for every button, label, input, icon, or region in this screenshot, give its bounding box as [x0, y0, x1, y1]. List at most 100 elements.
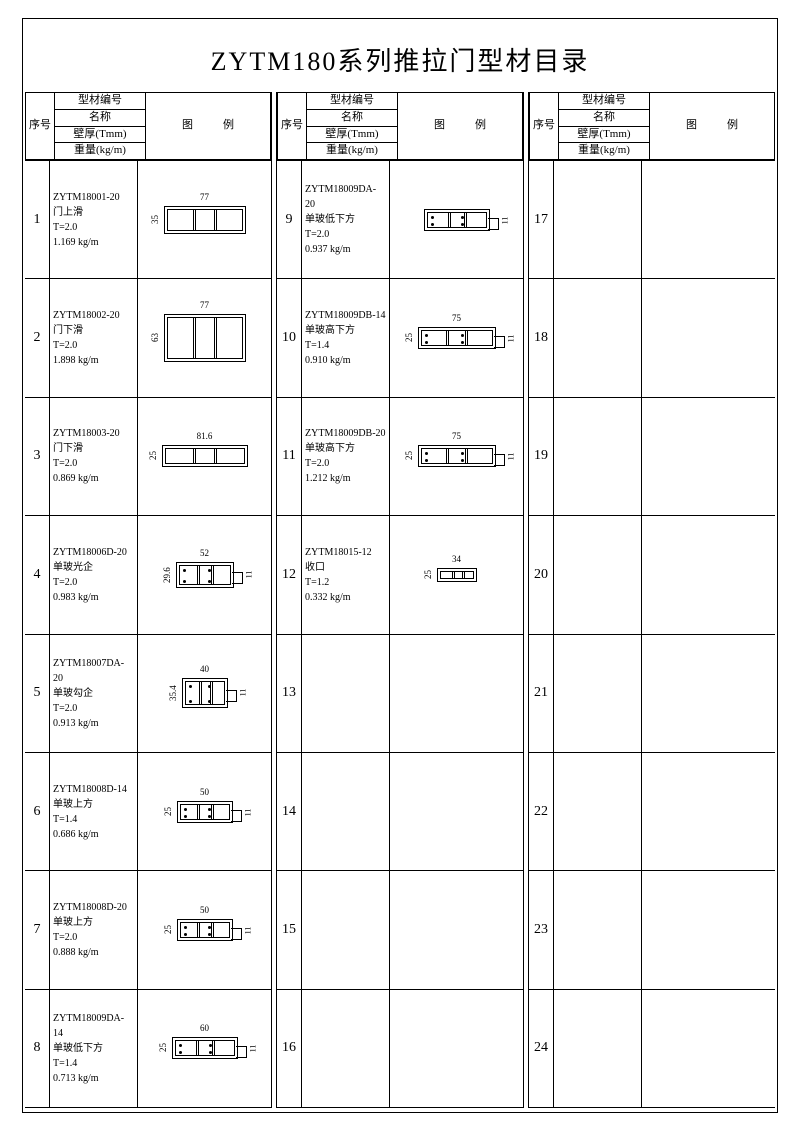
cell-seq: 21: [529, 635, 554, 752]
cell-seq: 22: [529, 753, 554, 870]
spec-thickness: T=1.4: [305, 338, 329, 353]
spec-weight: 0.713 kg/m: [53, 1071, 99, 1086]
cell-seq: 23: [529, 871, 554, 988]
profile-body: [162, 445, 248, 467]
profile-stub: [226, 690, 237, 702]
spec-name: 收口: [305, 560, 325, 575]
dimension-height: 35: [150, 206, 160, 234]
cell-diagram: 7763: [138, 279, 271, 396]
cell-diagram: 81.6 25: [138, 398, 271, 515]
header-spec-name: 名称: [55, 109, 146, 126]
cell-spec: ZYTM18006D-20单玻光企T=2.00.983 kg/m: [50, 516, 138, 633]
dimension-height: 25: [148, 445, 158, 467]
profile-diagram: 5229.611: [176, 562, 234, 588]
dimension-height: 25: [423, 568, 433, 582]
cell-seq: 5: [25, 635, 50, 752]
dimension-height: 25: [163, 801, 173, 823]
cell-seq: 12: [277, 516, 302, 633]
profile-body: [437, 568, 477, 582]
table-row: 13: [277, 635, 523, 753]
spec-name: 单玻上方: [53, 797, 93, 812]
cell-spec: ZYTM18009DB-20单玻高下方T=2.01.212 kg/m: [302, 398, 390, 515]
spec-code: ZYTM18009DB-14: [305, 308, 386, 323]
spec-name: 单玻低下方: [305, 212, 355, 227]
cell-diagram: [390, 990, 523, 1107]
cell-spec: ZYTM18002-20门下滑T=2.01.898 kg/m: [50, 279, 138, 396]
header-diagram: 图例: [650, 93, 775, 160]
table-row: 14: [277, 753, 523, 871]
profile-body: 11: [418, 445, 496, 467]
spec-thickness: T=2.0: [53, 338, 77, 353]
profile-body: 11: [172, 1037, 238, 1059]
spec-thickness: T=1.2: [305, 575, 329, 590]
table-row: 6ZYTM18008D-14单玻上方T=1.40.686 kg/m502511: [25, 753, 271, 871]
table-row: 11 ZYTM18009DB-20单玻高下方T=2.01.212 kg/m 75 25…: [277, 398, 523, 516]
header-spec-code: 型材编号: [307, 93, 398, 110]
profile-body: 11: [182, 678, 228, 708]
rows-container: 1ZYTM18001-20门上滑T=2.01.169 kg/m77352ZYTM…: [25, 160, 271, 1108]
table-row: 12ZYTM18015-12收口T=1.20.332 kg/m 34 25: [277, 516, 523, 634]
spec-code: ZYTM18003-20: [53, 426, 120, 441]
spec-name: 单玻低下方: [53, 1041, 103, 1056]
dimension-stub: 11: [238, 688, 247, 696]
dimension-stub: 11: [244, 571, 253, 579]
spec-weight: 0.937 kg/m: [305, 242, 351, 257]
cell-spec: ZYTM18015-12收口T=1.20.332 kg/m: [302, 516, 390, 633]
spec-weight: 0.910 kg/m: [305, 353, 351, 368]
table-row: 19: [529, 398, 775, 516]
table-row: 4ZYTM18006D-20单玻光企T=2.00.983 kg/m5229.61…: [25, 516, 271, 634]
catalog-column: 序号 型材编号 图例 名称 壁厚(Tmm) 重量(kg/m)1718192021…: [529, 92, 775, 1108]
dimension-height: 29.6: [162, 562, 172, 588]
profile-body: 11: [177, 919, 233, 941]
profile-body: [164, 314, 246, 362]
cell-seq: 1: [25, 161, 50, 278]
cell-spec: [302, 871, 390, 988]
cell-diagram: 5229.611: [138, 516, 271, 633]
spec-code: ZYTM18006D-20: [53, 545, 127, 560]
cell-spec: ZYTM18003-20门下滑T=2.00.869 kg/m: [50, 398, 138, 515]
dimension-width: 34: [437, 554, 477, 564]
cell-diagram: [642, 279, 775, 396]
spec-code: ZYTM18008D-14: [53, 782, 127, 797]
cell-seq: 16: [277, 990, 302, 1107]
dimension-height: 25: [404, 327, 414, 349]
spec-thickness: T=2.0: [305, 227, 329, 242]
cell-spec: [554, 161, 642, 278]
cell-diagram: 602511: [138, 990, 271, 1107]
dimension-width: 81.6: [162, 431, 248, 441]
spec-weight: 0.332 kg/m: [305, 590, 351, 605]
column-header-table: 序号 型材编号 图例 名称 壁厚(Tmm) 重量(kg/m): [277, 92, 523, 160]
spec-weight: 0.983 kg/m: [53, 590, 99, 605]
cell-seq: 6: [25, 753, 50, 870]
spec-thickness: T=2.0: [305, 456, 329, 471]
cell-spec: [554, 516, 642, 633]
spec-weight: 0.686 kg/m: [53, 827, 99, 842]
profile-body: [164, 206, 246, 234]
cell-seq: 24: [529, 990, 554, 1107]
spec-name: 单玻光企: [53, 560, 93, 575]
dimension-width: 75: [418, 431, 496, 441]
spec-name: 门下滑: [53, 441, 83, 456]
catalog-column: 序号 型材编号 图例 名称 壁厚(Tmm) 重量(kg/m)9 ZYTM18009…: [277, 92, 523, 1108]
cell-diagram: 4035.411: [138, 635, 271, 752]
cell-diagram: [642, 871, 775, 988]
cell-diagram: [642, 635, 775, 752]
cell-spec: [302, 753, 390, 870]
cell-diagram: 34 25: [390, 516, 523, 633]
dimension-width: 60: [172, 1023, 238, 1033]
dimension-width: 77: [164, 300, 246, 310]
table-row: 3ZYTM18003-20门下滑T=2.00.869 kg/m81.625: [25, 398, 271, 516]
cell-seq: 9: [277, 161, 302, 278]
spec-thickness: T=2.0: [53, 220, 77, 235]
header-spec-thick: 壁厚(Tmm): [55, 126, 146, 143]
cell-seq: 19: [529, 398, 554, 515]
cell-diagram: 77 35: [138, 161, 271, 278]
profile-diagram: 602511: [172, 1037, 238, 1059]
cell-spec: ZYTM18001-20门上滑T=2.01.169 kg/m: [50, 161, 138, 278]
spec-code: ZYTM18015-12: [305, 545, 372, 560]
dimension-height: 25: [404, 445, 414, 467]
cell-diagram: [390, 753, 523, 870]
dimension-width: 77: [164, 192, 246, 202]
spec-name: 单玻高下方: [305, 441, 355, 456]
dimension-height: 35.4: [168, 678, 178, 708]
